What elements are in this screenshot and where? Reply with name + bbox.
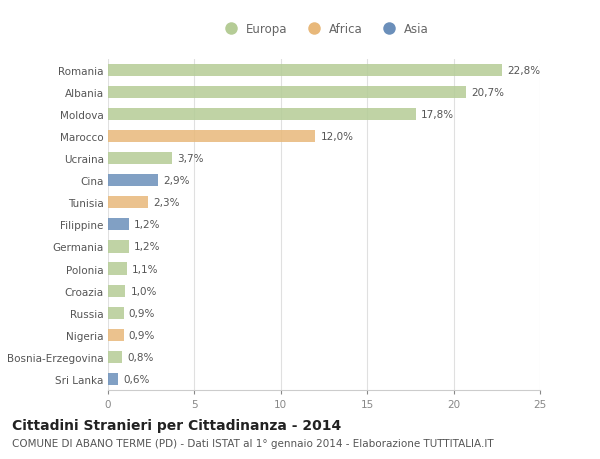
Bar — [108, 131, 316, 143]
Text: 20,7%: 20,7% — [471, 88, 504, 98]
Text: 0,9%: 0,9% — [129, 308, 155, 318]
Bar — [108, 197, 148, 209]
Text: 0,6%: 0,6% — [124, 374, 150, 384]
Bar — [108, 241, 129, 253]
Text: 0,8%: 0,8% — [127, 352, 154, 362]
Bar — [108, 307, 124, 319]
Text: 2,9%: 2,9% — [163, 176, 190, 186]
Bar — [108, 153, 172, 165]
Legend: Europa, Africa, Asia: Europa, Africa, Asia — [219, 22, 429, 35]
Text: 1,1%: 1,1% — [132, 264, 158, 274]
Text: 22,8%: 22,8% — [507, 66, 540, 76]
Bar — [108, 373, 118, 385]
Text: 2,3%: 2,3% — [153, 198, 179, 208]
Bar — [108, 87, 466, 99]
Text: 1,2%: 1,2% — [134, 220, 160, 230]
Bar — [108, 65, 502, 77]
Bar — [108, 329, 124, 341]
Text: 0,9%: 0,9% — [129, 330, 155, 340]
Text: COMUNE DI ABANO TERME (PD) - Dati ISTAT al 1° gennaio 2014 - Elaborazione TUTTIT: COMUNE DI ABANO TERME (PD) - Dati ISTAT … — [12, 438, 494, 448]
Bar — [108, 219, 129, 231]
Bar — [108, 285, 125, 297]
Bar — [108, 351, 122, 363]
Bar — [108, 175, 158, 187]
Text: Cittadini Stranieri per Cittadinanza - 2014: Cittadini Stranieri per Cittadinanza - 2… — [12, 418, 341, 431]
Text: 1,0%: 1,0% — [130, 286, 157, 296]
Bar — [108, 263, 127, 275]
Text: 3,7%: 3,7% — [177, 154, 203, 164]
Text: 12,0%: 12,0% — [320, 132, 353, 142]
Bar — [108, 109, 416, 121]
Text: 17,8%: 17,8% — [421, 110, 454, 120]
Text: 1,2%: 1,2% — [134, 242, 160, 252]
